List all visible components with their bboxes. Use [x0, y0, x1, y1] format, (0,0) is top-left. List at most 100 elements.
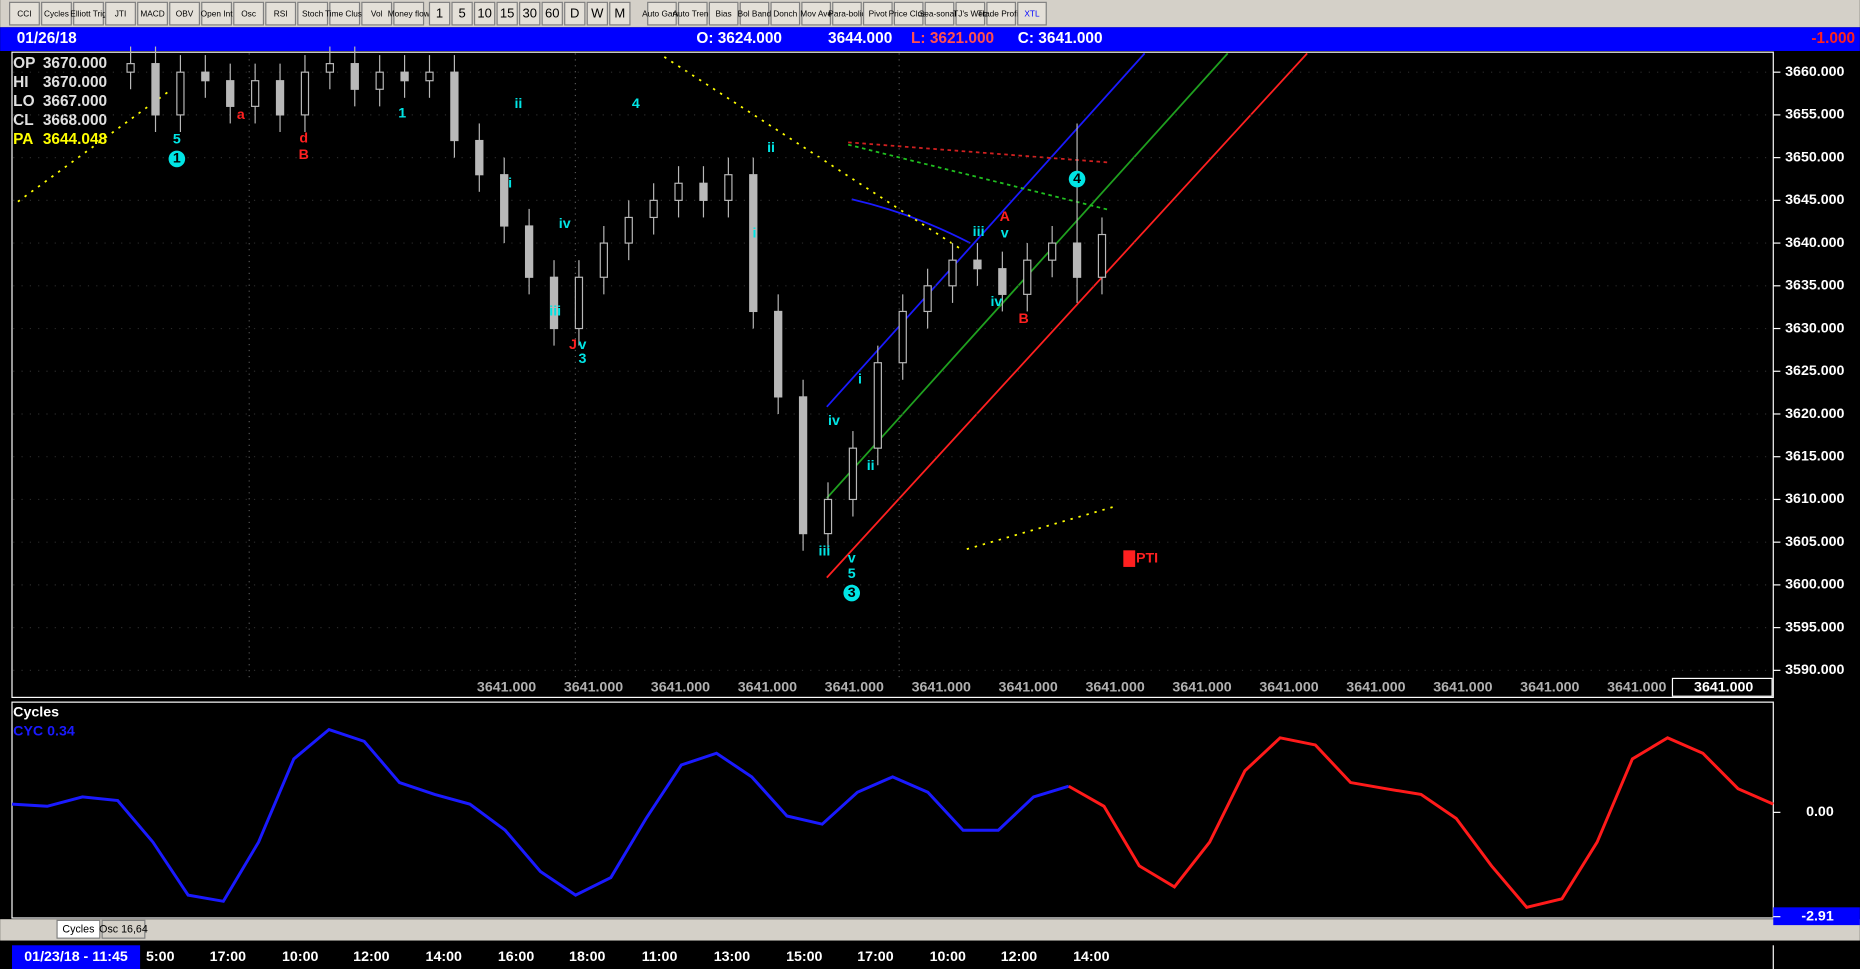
toolbar-button[interactable]: [519, 1, 541, 26]
toolbar-label[interactable]: JTI: [115, 8, 127, 18]
wave-label: iv: [559, 216, 571, 232]
toolbar-button[interactable]: [770, 1, 801, 26]
toolbar-label[interactable]: Price Clust: [889, 8, 930, 18]
y-tick-label: 0.00: [1806, 804, 1834, 820]
x-tick-label: 14:00: [426, 949, 462, 965]
toolbar-label[interactable]: Open Int: [201, 8, 234, 18]
toolbar-label[interactable]: TJ's Web: [953, 8, 988, 18]
candle-body: [574, 276, 584, 330]
tab-label[interactable]: Osc 16,64: [99, 924, 148, 936]
toolbar-button[interactable]: [105, 1, 136, 26]
candle-body: [400, 71, 409, 82]
toolbar-button[interactable]: [393, 1, 425, 26]
toolbar-label[interactable]: 10: [477, 6, 492, 21]
toolbar-label[interactable]: Cycles: [44, 8, 69, 18]
tab-label[interactable]: Cycles: [62, 924, 94, 936]
toolbar-button[interactable]: [297, 1, 329, 26]
toolbar-label[interactable]: Auto Trend: [672, 8, 713, 18]
toolbar-label[interactable]: OBV: [176, 8, 194, 18]
toolbar-button[interactable]: [739, 1, 770, 26]
toolbar-button[interactable]: [41, 1, 72, 26]
toolbar-label[interactable]: Auto Gann: [642, 8, 682, 18]
toolbar-label[interactable]: Time Clust: [325, 8, 365, 18]
toolbar-label[interactable]: 60: [545, 6, 560, 21]
toolbar-button[interactable]: [564, 1, 586, 26]
toolbar-button[interactable]: [677, 1, 708, 26]
toolbar-label[interactable]: Money flow: [388, 8, 431, 18]
toolbar-label[interactable]: Osc: [241, 8, 256, 18]
candle-body: [201, 71, 210, 82]
x-tick-label: 11:00: [642, 949, 678, 965]
x-tick-label: 16:00: [498, 949, 534, 965]
wave-label: A: [1000, 209, 1010, 225]
toolbar-label[interactable]: Bol Band: [738, 8, 772, 18]
toolbar-button[interactable]: [541, 1, 563, 26]
toolbar-label[interactable]: Pivot: [869, 8, 888, 18]
toolbar-label[interactable]: 1: [436, 6, 443, 21]
toolbar-label[interactable]: Para-bolic: [828, 8, 865, 18]
toolbar-label[interactable]: 15: [500, 6, 514, 21]
toolbar-label[interactable]: Trade Profile: [978, 8, 1026, 18]
toolbar-label[interactable]: Donch: [773, 8, 797, 18]
y-tick-label: 3640.000: [1785, 235, 1844, 251]
toolbar-button[interactable]: [1017, 1, 1047, 26]
toolbar-button[interactable]: [451, 1, 473, 26]
y-tick-label: 3660.000: [1785, 64, 1844, 80]
candle-body: [998, 268, 1007, 295]
candle-body: [774, 310, 783, 398]
toolbar-button[interactable]: [586, 1, 608, 26]
toolbar-button[interactable]: [986, 1, 1016, 26]
toolbar-label[interactable]: RSI: [274, 8, 288, 18]
toolbar-button[interactable]: [9, 1, 40, 26]
dotted-line: [17, 88, 173, 203]
toolbar-button[interactable]: [201, 1, 233, 26]
toolbar-label[interactable]: CCI: [17, 8, 31, 18]
toolbar-button[interactable]: [329, 1, 361, 26]
toolbar-label[interactable]: D: [570, 6, 579, 21]
toolbar-button[interactable]: [801, 1, 831, 26]
toolbar-button[interactable]: [708, 1, 739, 26]
toolbar-label[interactable]: 5: [458, 6, 465, 21]
toolbar-button[interactable]: [893, 1, 924, 26]
x-tick-label: 17:00: [857, 949, 893, 965]
candle-body: [1048, 242, 1057, 261]
footer-box: [1671, 677, 1773, 697]
toolbar-button[interactable]: [473, 1, 496, 26]
toolbar-button[interactable]: [265, 1, 297, 26]
x-tick-label: 10:00: [930, 949, 966, 965]
wave-label: 1: [398, 106, 406, 122]
footer-label: 3641.000: [477, 680, 536, 696]
wave-label: PTI: [1136, 550, 1158, 566]
tab[interactable]: [56, 919, 101, 939]
toolbar-label[interactable]: 30: [522, 6, 537, 21]
toolbar-label[interactable]: Elliott Trig: [70, 8, 107, 18]
toolbar-label[interactable]: M: [614, 6, 625, 21]
toolbar-button[interactable]: [862, 1, 893, 26]
toolbar-label[interactable]: Sea-sonals: [919, 8, 961, 18]
toolbar-label[interactable]: Mov Ave: [800, 8, 832, 18]
toolbar-button[interactable]: [73, 1, 104, 26]
toolbar-button[interactable]: [428, 1, 451, 26]
toolbar-button[interactable]: [361, 1, 393, 26]
toolbar-label[interactable]: Bias: [716, 8, 732, 18]
toolbar-button[interactable]: [496, 1, 518, 26]
toolbar-button[interactable]: [832, 1, 862, 26]
toolbar-button[interactable]: [169, 1, 200, 26]
toolbar-button[interactable]: [609, 1, 631, 26]
toolbar-label[interactable]: Stoch: [302, 8, 324, 18]
candle-body: [798, 396, 808, 535]
candle-body: [275, 80, 285, 116]
toolbar-button[interactable]: [137, 1, 168, 26]
toolbar-button[interactable]: [233, 1, 265, 26]
toolbar-label[interactable]: Vol: [371, 8, 383, 18]
wave-label: 5: [848, 566, 856, 582]
x-tick-label: 15:00: [786, 949, 822, 965]
toolbar-label[interactable]: W: [591, 6, 604, 21]
toolbar-button[interactable]: [924, 1, 955, 26]
toolbar-label[interactable]: MACD: [140, 8, 164, 18]
toolbar-label[interactable]: XTL: [1024, 8, 1040, 18]
toolbar-button[interactable]: [955, 1, 986, 26]
tab[interactable]: [101, 919, 146, 939]
candle-body: [973, 259, 982, 270]
toolbar-button[interactable]: [647, 1, 677, 26]
